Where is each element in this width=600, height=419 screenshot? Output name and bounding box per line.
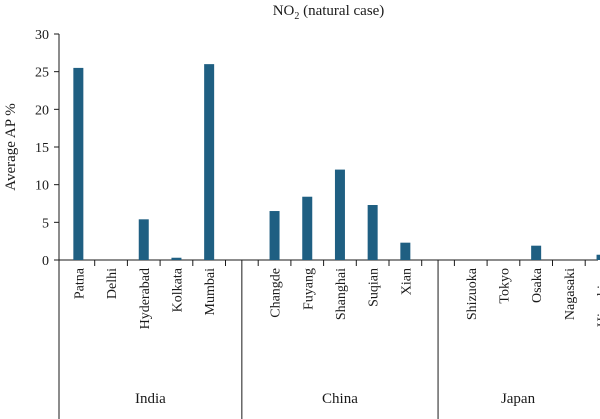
bar: [302, 196, 313, 260]
bar: [73, 67, 84, 261]
bar: [367, 205, 378, 260]
category-label: Xian: [399, 268, 414, 295]
category-label: Changde: [269, 268, 284, 318]
category-label: Tokyo: [497, 268, 512, 304]
bar: [204, 64, 215, 260]
category-label: Hyderabad: [138, 268, 153, 329]
category-label: Shizuoka: [465, 267, 480, 320]
group-label: India: [135, 391, 166, 407]
category-label: Nagasaki: [563, 268, 578, 320]
y-tick-label: 5: [42, 216, 49, 231]
y-tick-label: 0: [42, 254, 49, 269]
bar: [531, 245, 542, 260]
bar: [400, 242, 411, 260]
category-label: Kolkata: [170, 267, 185, 312]
category-label: Mumbai: [203, 268, 218, 316]
y-tick-label: 25: [35, 66, 49, 81]
category-label: Osaka: [530, 267, 545, 303]
bars: [73, 64, 600, 261]
y-tick-label: 30: [35, 28, 49, 43]
category-labels: Patna Delhi Hyderabad Kolkata Mumbai Changde F…: [72, 260, 600, 329]
y-tick-label: 10: [35, 179, 49, 194]
group-label: China: [322, 391, 358, 407]
category-label: Delhi: [105, 268, 120, 299]
y-ticks: 0 5 10 15 20 25 30: [35, 28, 59, 269]
category-label: Suqian: [367, 268, 382, 307]
category-label: Shanghai: [334, 268, 349, 320]
y-axis-label: Average AP %: [3, 103, 19, 190]
bar: [138, 219, 149, 260]
axes: [58, 34, 598, 419]
group-label: Japan: [501, 391, 536, 407]
chart-title: NO2 (natural case): [273, 3, 385, 22]
category-label: Patna: [72, 267, 87, 299]
bar: [171, 257, 182, 260]
category-label: Fuyang: [301, 268, 316, 310]
y-tick-label: 15: [35, 141, 49, 156]
category-label: Hiroshima: [596, 267, 600, 327]
y-tick-label: 20: [35, 103, 49, 118]
bar: [596, 254, 600, 260]
bar: [269, 211, 280, 260]
bar: [334, 169, 345, 260]
group-labels: India China Japan: [135, 260, 536, 419]
